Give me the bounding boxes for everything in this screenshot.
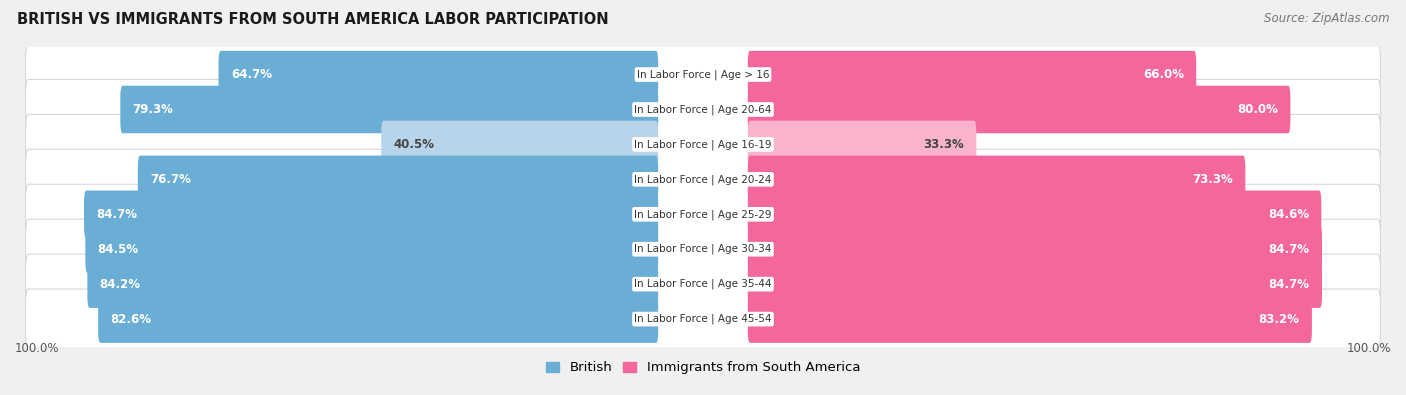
FancyBboxPatch shape	[25, 254, 1381, 314]
FancyBboxPatch shape	[84, 190, 658, 238]
FancyBboxPatch shape	[218, 51, 658, 98]
Text: Source: ZipAtlas.com: Source: ZipAtlas.com	[1264, 12, 1389, 25]
FancyBboxPatch shape	[381, 120, 658, 168]
FancyBboxPatch shape	[138, 156, 658, 203]
FancyBboxPatch shape	[25, 45, 1381, 105]
Text: 84.7%: 84.7%	[97, 208, 138, 221]
FancyBboxPatch shape	[87, 260, 658, 308]
FancyBboxPatch shape	[25, 289, 1381, 349]
Text: 83.2%: 83.2%	[1258, 312, 1299, 325]
FancyBboxPatch shape	[748, 86, 1291, 133]
Text: In Labor Force | Age 45-54: In Labor Force | Age 45-54	[634, 314, 772, 324]
Legend: British, Immigrants from South America: British, Immigrants from South America	[540, 356, 866, 380]
Text: 82.6%: 82.6%	[111, 312, 152, 325]
FancyBboxPatch shape	[121, 86, 658, 133]
Text: In Labor Force | Age > 16: In Labor Force | Age > 16	[637, 69, 769, 80]
Text: In Labor Force | Age 20-24: In Labor Force | Age 20-24	[634, 174, 772, 184]
FancyBboxPatch shape	[748, 260, 1322, 308]
Text: 100.0%: 100.0%	[15, 342, 59, 356]
Text: 84.5%: 84.5%	[98, 243, 139, 256]
FancyBboxPatch shape	[98, 295, 658, 343]
Text: 84.7%: 84.7%	[1268, 278, 1309, 291]
FancyBboxPatch shape	[25, 184, 1381, 245]
Text: 40.5%: 40.5%	[394, 138, 434, 151]
Text: In Labor Force | Age 16-19: In Labor Force | Age 16-19	[634, 139, 772, 150]
Text: In Labor Force | Age 20-64: In Labor Force | Age 20-64	[634, 104, 772, 115]
FancyBboxPatch shape	[25, 115, 1381, 175]
Text: 84.2%: 84.2%	[100, 278, 141, 291]
Text: 80.0%: 80.0%	[1237, 103, 1278, 116]
Text: 100.0%: 100.0%	[1347, 342, 1391, 356]
FancyBboxPatch shape	[25, 149, 1381, 209]
FancyBboxPatch shape	[748, 51, 1197, 98]
Text: BRITISH VS IMMIGRANTS FROM SOUTH AMERICA LABOR PARTICIPATION: BRITISH VS IMMIGRANTS FROM SOUTH AMERICA…	[17, 12, 609, 27]
Text: 84.7%: 84.7%	[1268, 243, 1309, 256]
Text: 79.3%: 79.3%	[132, 103, 173, 116]
Text: 64.7%: 64.7%	[231, 68, 271, 81]
Text: In Labor Force | Age 30-34: In Labor Force | Age 30-34	[634, 244, 772, 254]
Text: In Labor Force | Age 25-29: In Labor Force | Age 25-29	[634, 209, 772, 220]
Text: In Labor Force | Age 35-44: In Labor Force | Age 35-44	[634, 279, 772, 290]
FancyBboxPatch shape	[748, 120, 976, 168]
FancyBboxPatch shape	[25, 79, 1381, 139]
Text: 73.3%: 73.3%	[1192, 173, 1233, 186]
FancyBboxPatch shape	[748, 226, 1322, 273]
FancyBboxPatch shape	[748, 156, 1246, 203]
Text: 76.7%: 76.7%	[150, 173, 191, 186]
Text: 66.0%: 66.0%	[1143, 68, 1184, 81]
FancyBboxPatch shape	[748, 190, 1322, 238]
FancyBboxPatch shape	[25, 219, 1381, 279]
Text: 84.6%: 84.6%	[1268, 208, 1309, 221]
FancyBboxPatch shape	[86, 226, 658, 273]
Text: 33.3%: 33.3%	[924, 138, 965, 151]
FancyBboxPatch shape	[748, 295, 1312, 343]
